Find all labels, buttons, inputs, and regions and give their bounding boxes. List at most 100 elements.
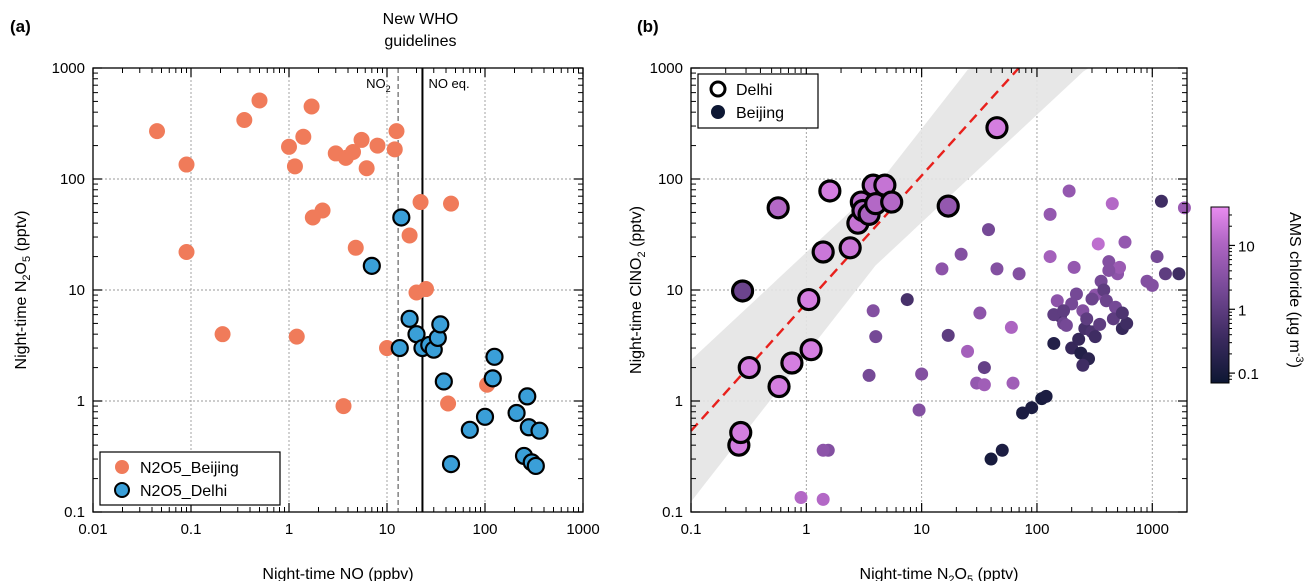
point-beijing xyxy=(869,330,883,344)
point-beijing xyxy=(1118,235,1132,249)
panel-b-x-axis-label: Night-time N2O5 (pptv) xyxy=(860,566,1019,581)
point-n2o5-beijing xyxy=(303,98,320,115)
a-x-tick-label: 0.01 xyxy=(78,521,107,538)
legend-marker-delhi xyxy=(709,80,727,98)
b-x-tick-label: 100 xyxy=(1024,521,1049,538)
point-delhi xyxy=(729,420,753,445)
point-delhi xyxy=(838,236,862,260)
point-n2o5-delhi xyxy=(483,369,502,388)
point-beijing xyxy=(1059,318,1073,332)
point-n2o5-delhi xyxy=(400,309,419,328)
panel-b: (b) 0.1 1 10 100 1000 0.1 1 10 100 1000 Night-tim… xyxy=(628,17,1305,581)
point-beijing xyxy=(1047,336,1061,350)
colorbar-tick-label: 0.1 xyxy=(1238,366,1259,383)
point-beijing xyxy=(1067,260,1081,274)
b-y-tick-label: 10 xyxy=(666,282,683,299)
point-n2o5-beijing xyxy=(178,156,195,173)
panel-b-points xyxy=(727,116,1191,506)
panel-a-ticks xyxy=(92,67,584,513)
panel-a-guidelines: NO2 NO eq. New WHO guidelines xyxy=(366,11,470,512)
b-x-tick-label: 10 xyxy=(913,521,930,538)
point-n2o5-beijing xyxy=(314,202,331,219)
point-beijing xyxy=(912,403,926,417)
point-delhi xyxy=(811,240,835,264)
point-n2o5-beijing xyxy=(236,112,253,129)
colorbar-label: AMS chloride (µg m-3) xyxy=(1286,212,1305,368)
point-n2o5-delhi xyxy=(390,338,409,358)
point-delhi xyxy=(737,355,761,380)
point-beijing xyxy=(1043,207,1057,221)
point-beijing xyxy=(1120,316,1134,330)
panel-b-label: (b) xyxy=(637,17,659,36)
point-n2o5-beijing xyxy=(149,123,166,140)
panel-a-points xyxy=(149,92,549,476)
point-beijing xyxy=(915,367,929,381)
point-n2o5-beijing xyxy=(379,340,395,357)
point-beijing xyxy=(1088,330,1102,344)
point-n2o5-beijing xyxy=(386,141,403,158)
point-beijing xyxy=(954,247,968,261)
point-beijing xyxy=(1062,184,1076,198)
point-delhi xyxy=(780,351,804,375)
point-delhi xyxy=(985,116,1009,140)
point-delhi xyxy=(730,279,755,303)
point-beijing xyxy=(1091,237,1105,251)
point-n2o5-delhi xyxy=(362,256,381,275)
point-delhi xyxy=(936,194,960,218)
point-n2o5-beijing xyxy=(335,398,352,415)
point-n2o5-beijing xyxy=(358,160,375,177)
panel-a-grid xyxy=(92,67,584,513)
point-beijing xyxy=(1172,267,1186,281)
point-delhi xyxy=(799,338,823,362)
panel-a: (a) NO2 NO eq. New WHO guidelines 0.01 0.… xyxy=(10,11,600,581)
point-beijing xyxy=(1004,320,1018,334)
legend-marker-beijing xyxy=(711,105,725,119)
point-n2o5-beijing xyxy=(214,326,231,343)
guideline-title-line1: New WHO xyxy=(383,11,459,28)
point-beijing xyxy=(1150,250,1164,264)
a-x-tick-label: 10 xyxy=(379,521,396,538)
b-x-tick-label: 1 xyxy=(802,521,810,538)
point-n2o5-delhi xyxy=(441,455,461,474)
point-beijing xyxy=(1057,304,1071,318)
point-n2o5-beijing xyxy=(412,194,429,211)
point-beijing xyxy=(794,491,808,505)
point-beijing xyxy=(1047,308,1061,322)
a-y-tick-label: 0.1 xyxy=(64,504,85,521)
point-beijing xyxy=(816,443,830,457)
panel-b-ticks xyxy=(690,67,1187,513)
panel-a-label: (a) xyxy=(10,17,31,36)
point-beijing xyxy=(973,306,987,320)
legend-label-delhi: N2O5_Delhi xyxy=(140,483,227,500)
point-beijing xyxy=(1177,201,1191,215)
guideline-title-line2: guidelines xyxy=(384,33,456,50)
point-beijing xyxy=(1154,194,1168,208)
point-n2o5-beijing xyxy=(443,195,460,212)
point-n2o5-beijing xyxy=(347,239,364,256)
point-delhi xyxy=(797,287,821,312)
point-beijing xyxy=(1012,267,1026,281)
b-y-tick-label: 1000 xyxy=(650,60,683,77)
colorbar: 0.1 1 10 AMS chloride (µg m-3) xyxy=(1210,206,1305,384)
point-n2o5-delhi xyxy=(526,456,545,476)
b-y-tick-label: 0.1 xyxy=(662,504,683,521)
point-n2o5-delhi xyxy=(475,407,495,426)
colorbar-gradient xyxy=(1210,206,1230,384)
point-n2o5-beijing xyxy=(345,144,362,161)
point-beijing xyxy=(935,262,949,276)
point-beijing xyxy=(1006,376,1020,390)
point-beijing xyxy=(1102,263,1116,277)
legend-marker-delhi xyxy=(114,482,130,498)
point-delhi xyxy=(880,190,904,214)
b-y-tick-label: 100 xyxy=(658,171,683,188)
point-n2o5-beijing xyxy=(353,131,370,148)
point-beijing xyxy=(984,452,998,466)
point-beijing xyxy=(1076,358,1090,372)
point-beijing xyxy=(1099,294,1113,308)
point-n2o5-beijing xyxy=(178,243,195,260)
panel-b-tick-labels: 0.1 1 10 100 1000 0.1 1 10 100 1000 xyxy=(650,60,1169,538)
guideline-no-eq-label: NO eq. xyxy=(428,76,469,91)
point-n2o5-beijing xyxy=(417,281,434,298)
point-n2o5-delhi xyxy=(431,315,450,334)
